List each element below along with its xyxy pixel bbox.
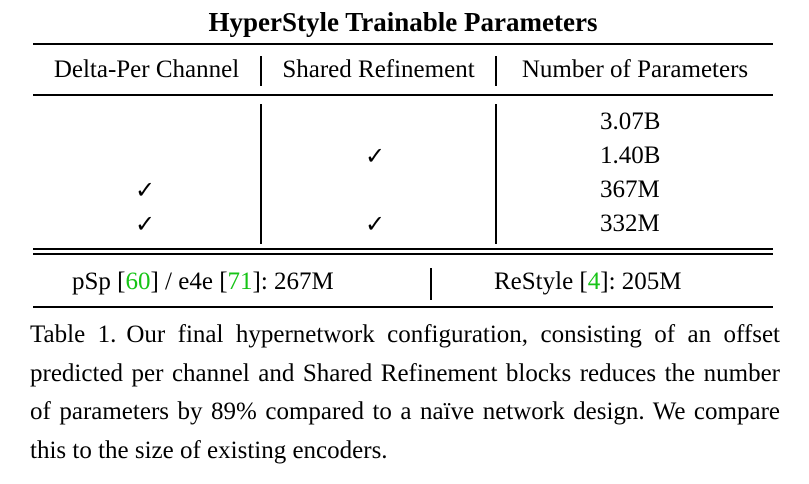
header-shared-refinement: Shared Refinement <box>282 56 475 83</box>
psp-label: pSp [ <box>72 268 126 295</box>
header-divider-1 <box>260 56 262 86</box>
psp-e4e-value: ]: 267M <box>252 268 334 295</box>
body-divider-2 <box>495 104 497 244</box>
footer-restyle: ReStyle [4]: 205M <box>494 266 682 298</box>
params-cell-4: 332M <box>600 210 660 237</box>
top-rule <box>33 43 773 45</box>
caption-text: Our final hypernetwork configuration, co… <box>30 321 781 464</box>
params-cell-1: 3.07B <box>600 108 661 135</box>
header-rule <box>33 94 773 96</box>
params-cell-2: 1.40B <box>600 142 661 169</box>
restyle-value: ]: 205M <box>600 268 682 295</box>
double-rule-bottom <box>33 253 773 255</box>
checkmark-icon: ✓ <box>365 142 386 170</box>
header-divider-2 <box>495 56 497 86</box>
header-delta-per-channel: Delta-Per Channel <box>53 56 240 83</box>
citation-link[interactable]: 71 <box>227 268 253 295</box>
params-cell-3: 367M <box>600 176 660 203</box>
footer-divider <box>430 268 432 300</box>
restyle-label: ReStyle [ <box>494 268 588 295</box>
bottom-rule <box>33 306 773 308</box>
caption-label: Table 1. <box>30 321 117 348</box>
header-number-of-parameters: Number of Parameters <box>521 56 749 83</box>
citation-link[interactable]: 60 <box>125 268 151 295</box>
citation-link[interactable]: 4 <box>587 268 601 295</box>
body-divider-1 <box>260 104 262 244</box>
footer-psp-e4e: pSp [60] / e4e [71]: 267M <box>72 266 334 298</box>
checkmark-icon: ✓ <box>365 210 386 238</box>
checkmark-icon: ✓ <box>135 210 156 238</box>
e4e-label: ] / e4e [ <box>150 268 228 295</box>
double-rule-top <box>33 248 773 250</box>
table-title: HyperStyle Trainable Parameters <box>208 7 598 37</box>
checkmark-icon: ✓ <box>135 176 156 204</box>
table-caption: Table 1. Our final hypernetwork configura… <box>30 316 780 470</box>
